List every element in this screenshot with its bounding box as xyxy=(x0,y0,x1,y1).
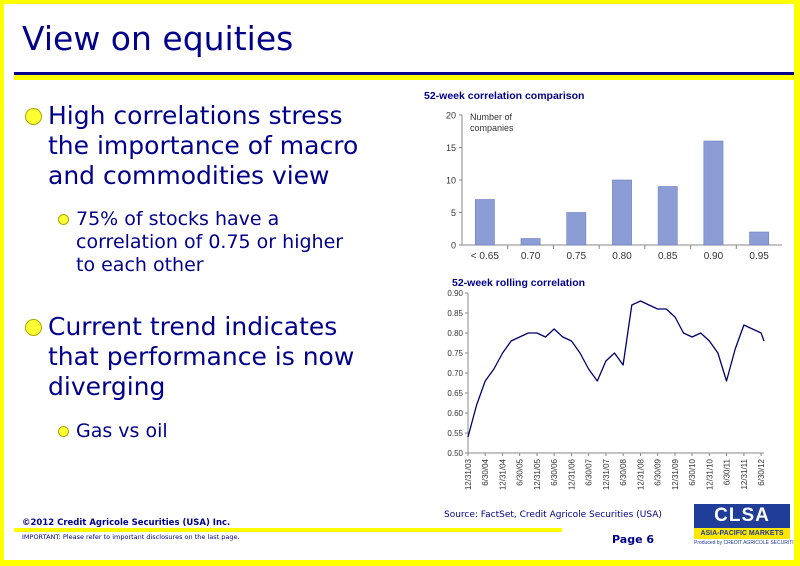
line-chart-y-tick-label: 0.75 xyxy=(447,349,463,358)
line-chart-x-tick-label: 12/31/06 xyxy=(567,458,576,490)
line-chart-x-tick-label: 6/30/09 xyxy=(654,458,663,485)
bar-chart-x-tick-label: < 0.65 xyxy=(471,251,500,262)
bar-chart-y-tick-label: 15 xyxy=(446,143,456,153)
bar-chart-x-tick-label: 0.70 xyxy=(521,251,541,262)
disclaimer: IMPORTANT: Please refer to important dis… xyxy=(22,533,240,541)
line-chart-x-tick-label: 12/31/10 xyxy=(705,458,714,490)
line-chart-x-tick-label: 6/30/05 xyxy=(516,458,525,485)
sub-bullet-marker xyxy=(58,426,69,437)
bar xyxy=(612,179,632,246)
line-chart-y-tick-label: 0.60 xyxy=(447,409,463,418)
bullet-1-text: High correlations stress the importance … xyxy=(48,101,358,191)
sub-bullet-1-text: 75% of stocks have a correlation of 0.75… xyxy=(76,208,343,277)
sub-bullet-line: correlation of 0.75 or higher xyxy=(76,231,344,253)
bar-chart-x-tick-label: 0.90 xyxy=(704,251,724,262)
line-chart-x-tick-label: 6/30/11 xyxy=(723,458,732,485)
bar xyxy=(657,186,678,246)
line-chart-x-tick-label: 6/30/08 xyxy=(619,458,628,485)
bullet-marker xyxy=(25,108,42,125)
bullet-line: that performance is now xyxy=(48,342,355,371)
clsa-logo: CLSA ASIA-PACIFIC MARKETS Produced by CR… xyxy=(694,504,794,548)
line-chart-x-tick-label: 12/31/03 xyxy=(464,458,473,490)
line-chart-x-tick-label: 6/30/12 xyxy=(757,458,766,485)
line-chart-x-tick-label: 12/31/05 xyxy=(533,458,542,490)
correlation-line xyxy=(467,300,765,438)
bar xyxy=(520,238,541,246)
line-chart-x-tick-label: 6/30/06 xyxy=(550,458,559,485)
line-chart-x-tick-label: 12/31/11 xyxy=(740,458,749,489)
source-note: Source: FactSet, Credit Agricole Securit… xyxy=(444,510,662,520)
line-chart-y-tick-label: 0.80 xyxy=(447,329,463,338)
sub-bullet-line: to each other xyxy=(76,254,204,276)
copyright: ©2012 Credit Agricole Securities (USA) I… xyxy=(22,518,231,528)
bar xyxy=(749,231,770,246)
line-chart-y-tick-label: 0.65 xyxy=(447,389,463,398)
line-chart-y-tick-label: 0.90 xyxy=(447,289,463,298)
bullet-line: the importance of macro xyxy=(48,131,359,160)
slide: View on equities High correlations stres… xyxy=(4,4,794,560)
slide-title: View on equities xyxy=(22,19,294,58)
bullet-line: High correlations stress xyxy=(48,101,343,130)
bar-chart-y-tick-label: 5 xyxy=(451,208,456,218)
bar-chart-svg: 52-week correlation comparison Number ofc… xyxy=(424,90,782,262)
footer-rule xyxy=(14,528,562,532)
correlation-bar-chart: 52-week correlation comparison Number of c… xyxy=(424,88,790,268)
bar-chart-x-tick-label: 0.85 xyxy=(658,251,678,262)
bar-chart-x-tick-label: 0.75 xyxy=(567,251,587,262)
line-chart-y-tick-label: 0.85 xyxy=(447,309,463,318)
bar xyxy=(566,212,587,246)
bar-chart-title: 52-week correlation comparison xyxy=(424,90,584,102)
sub-bullet-line: Gas vs oil xyxy=(76,420,168,442)
bar-chart-ylabel: Number of xyxy=(470,112,513,122)
line-chart-x-tick-label: 12/31/09 xyxy=(671,458,680,490)
sub-bullet-line: 75% of stocks have a xyxy=(76,208,280,230)
sub-bullet-2-text: Gas vs oil xyxy=(76,420,168,443)
line-chart-x-tick-label: 6/30/04 xyxy=(481,458,490,485)
bar-chart-y-tick-label: 20 xyxy=(446,111,456,121)
line-chart-title: 52-week rolling correlation xyxy=(452,277,585,289)
title-rule xyxy=(14,72,794,75)
bullet-line: and commodities view xyxy=(48,161,330,190)
bullet-2-text: Current trend indicates that performance… xyxy=(48,312,354,402)
logo-tagline: ASIA-PACIFIC MARKETS xyxy=(694,528,790,539)
bar-chart-x-tick-label: 0.80 xyxy=(612,251,632,262)
line-chart-x-tick-label: 6/30/07 xyxy=(585,458,594,485)
page-number: Page 6 xyxy=(612,533,655,546)
logo-wordmark: CLSA xyxy=(694,504,790,528)
line-chart-x-tick-label: 12/31/08 xyxy=(637,458,646,490)
bullet-marker xyxy=(25,319,42,336)
line-chart-x-tick-label: 6/30/10 xyxy=(688,458,697,485)
title-rule-accent xyxy=(14,75,794,80)
line-chart-x-tick-label: 12/31/04 xyxy=(499,458,508,490)
bar-chart-y-tick-label: 0 xyxy=(451,241,456,251)
line-chart-svg: 52-week rolling correlation 0.50 0.55 0.60 0… xyxy=(447,277,766,490)
line-chart-y-tick-label: 0.50 xyxy=(447,449,463,458)
line-chart-y-tick-label: 0.70 xyxy=(447,369,463,378)
sub-bullet-marker xyxy=(58,214,69,225)
bullet-line: Current trend indicates xyxy=(48,312,338,341)
bar-chart-ylabel: companies xyxy=(470,123,514,133)
logo-produced-by: Produced by CREDIT AGRICOLE SECURITIES xyxy=(694,540,794,546)
line-chart-x-tick-label: 12/31/07 xyxy=(602,458,611,490)
bar xyxy=(703,140,724,246)
bullet-line: diverging xyxy=(48,372,166,401)
bar-chart-x-tick-label: 0.95 xyxy=(749,251,769,262)
bar-chart-y-tick-label: 10 xyxy=(446,176,456,186)
rolling-correlation-chart: 52-week rolling correlation 0.50 0.55 0.60 0… xyxy=(424,274,790,506)
bar xyxy=(474,199,495,246)
line-chart-y-tick-label: 0.55 xyxy=(447,429,463,438)
